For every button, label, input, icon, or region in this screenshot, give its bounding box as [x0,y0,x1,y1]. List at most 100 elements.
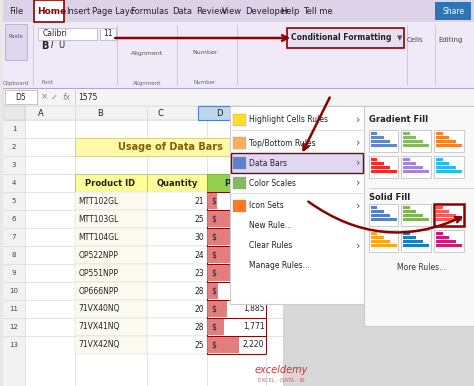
Bar [147,318,207,336]
Bar [371,144,397,147]
Bar [436,158,443,161]
Text: Product ID: Product ID [85,178,136,188]
Bar [147,300,207,318]
Text: Tell me: Tell me [303,7,333,15]
Text: Highlight Cells Rules: Highlight Cells Rules [249,115,328,125]
Bar [371,218,397,221]
Bar [74,264,147,282]
Text: 9: 9 [12,270,16,276]
Bar [436,166,456,169]
Text: OP551NPP: OP551NPP [79,269,118,278]
Bar [369,230,399,252]
Bar [74,174,147,192]
Bar [283,106,474,386]
Bar [364,106,474,326]
Bar [147,192,207,210]
Bar [147,264,207,282]
Text: 1,615: 1,615 [243,286,264,296]
Text: 71VX40NQ: 71VX40NQ [79,305,120,313]
Bar [403,136,416,139]
Bar [403,214,423,217]
Text: Page Layc: Page Layc [92,7,135,15]
Text: $: $ [212,215,217,223]
Text: Data: Data [172,7,192,15]
Bar [371,170,397,173]
Bar [371,166,390,169]
Bar [403,232,410,235]
Bar [74,282,147,300]
Text: 1,575: 1,575 [243,196,264,205]
Bar [436,206,443,209]
Text: 2,078: 2,078 [243,269,264,278]
Text: 71VX42NQ: 71VX42NQ [79,340,120,349]
Text: 2,710: 2,710 [243,215,264,223]
Bar [371,236,383,239]
Bar [74,318,147,336]
Bar [74,228,147,246]
Text: $: $ [212,286,217,296]
Text: Clear Rules: Clear Rules [249,242,293,251]
Text: Manage Rules...: Manage Rules... [249,261,310,271]
Text: $: $ [212,340,217,349]
Text: $: $ [212,196,217,205]
Bar [207,283,218,299]
Text: Quantity: Quantity [156,178,198,188]
Text: ›: › [356,178,360,188]
Bar [230,153,363,173]
Bar [371,206,377,209]
Text: MTT104GL: MTT104GL [79,232,119,242]
Text: exceldemy: exceldemy [255,365,308,375]
Text: More Rules...: More Rules... [397,264,446,273]
Bar [38,28,98,40]
Bar [436,162,449,165]
Bar [436,144,462,147]
Bar [3,120,25,386]
Text: 23: 23 [194,269,204,278]
Bar [207,192,266,210]
Bar [436,170,462,173]
Text: Conditional Formatting: Conditional Formatting [291,34,392,42]
Text: Top/Bottom Rules: Top/Bottom Rules [249,139,316,147]
Bar [5,90,37,104]
Bar [233,177,246,189]
Bar [207,318,266,336]
Bar [74,210,147,228]
Text: Insert: Insert [65,7,90,15]
Bar [207,282,266,300]
Bar [436,244,462,247]
Bar [233,157,246,169]
Text: 28: 28 [194,286,204,296]
Bar [403,244,429,247]
Bar [207,336,266,354]
Text: Help: Help [280,7,300,15]
Bar [401,130,431,152]
Bar [403,158,410,161]
Bar [207,229,260,245]
Text: 24: 24 [194,251,204,259]
Text: Number: Number [192,51,218,56]
Bar [207,193,217,209]
Bar [147,282,207,300]
Text: 1,885: 1,885 [243,305,264,313]
Text: New Rule...: New Rule... [249,222,292,230]
Text: Share: Share [442,7,464,15]
Text: 30: 30 [194,232,204,242]
Text: fx: fx [63,93,71,102]
Bar [147,336,207,354]
Text: $: $ [212,322,217,332]
Bar [3,22,474,88]
Bar [436,240,456,243]
Bar [74,192,147,210]
Text: A: A [38,108,44,117]
Bar [207,210,266,228]
Bar [435,2,471,20]
Text: Font: Font [42,81,54,86]
Bar [403,236,416,239]
Bar [371,158,377,161]
Text: File: File [9,7,23,15]
Text: 4: 4 [12,180,16,186]
Bar [369,130,399,152]
Text: 1,771: 1,771 [243,322,264,332]
Text: ×: × [41,93,48,102]
Text: Gradient Fill: Gradient Fill [369,115,428,125]
